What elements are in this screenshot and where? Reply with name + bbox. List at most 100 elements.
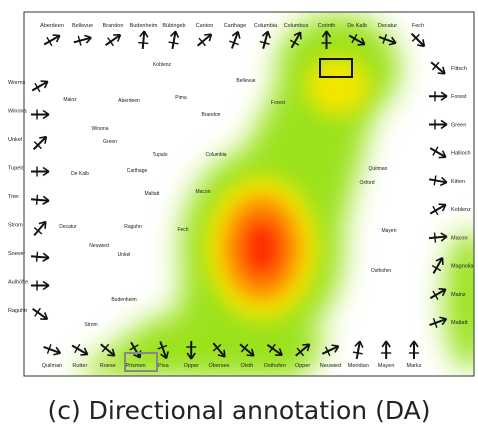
anchor-label-left-trier: Trier bbox=[8, 194, 19, 200]
anchor-arrow-right-kitten bbox=[428, 175, 448, 187]
anchor-label-bottom-opper-5: Opper bbox=[184, 363, 199, 369]
interior-label-forest-5: Forest bbox=[271, 100, 286, 106]
anchor-arrow-left-winona bbox=[31, 109, 50, 120]
anchor-arrow-left-unkel bbox=[32, 135, 48, 151]
interior-label-oxford-15: Oxford bbox=[359, 180, 374, 186]
anchor-arrow-top-carthage bbox=[229, 30, 241, 49]
figure-caption: (c) Directional annotation (DA) bbox=[47, 396, 431, 425]
anchor-label-right-kitten: Kitten bbox=[451, 179, 465, 185]
anchor-label-bottom-osthofen-8: Osthofen bbox=[264, 363, 286, 369]
anchor-label-top-carthage: Carthage bbox=[224, 23, 247, 29]
interior-label-aberdeen-3: Aberdeen bbox=[118, 98, 140, 104]
interior-label-maltatt-16: Maltatt bbox=[144, 191, 160, 197]
anchor-label-left-winona: Winona bbox=[8, 109, 28, 115]
interior-label-neuwied-21: Neuwied bbox=[89, 243, 109, 249]
interior-label-unkel-22: Unkel bbox=[118, 252, 131, 258]
interior-label-green-8: Green bbox=[103, 139, 117, 145]
anchor-arrow-bottom-meridian-11 bbox=[352, 340, 364, 360]
anchor-label-top-columbus: Columbus bbox=[284, 23, 309, 29]
interior-label-macon-14: Macon bbox=[195, 189, 210, 195]
anchor-arrow-right-mainz bbox=[429, 288, 447, 300]
anchor-label-left-soever: Soever bbox=[8, 251, 26, 257]
anchor-label-left-tupelo: Tupelo bbox=[8, 166, 25, 172]
interior-label-koblenz-0: Koblenz bbox=[153, 62, 172, 68]
anchor-label-top-aberdeen: Aberdeen bbox=[40, 23, 64, 29]
anchor-label-right-forest: Forest bbox=[451, 94, 467, 100]
anchor-arrow-left-trier bbox=[30, 194, 50, 205]
anchor-label-left-worms: Worms bbox=[8, 80, 26, 86]
anchor-label-right-green: Green bbox=[451, 122, 466, 128]
anchor-arrow-top-brandon bbox=[105, 34, 122, 47]
anchor-label-top-budenheim: Budenheim bbox=[130, 23, 158, 29]
interior-label-osthofen-23: Osthofen bbox=[371, 268, 392, 274]
interior-label-tupalo-9: Tupalo bbox=[152, 152, 167, 158]
anchor-label-top-de-kalb: De Kalb bbox=[347, 23, 367, 29]
anchor-arrow-right-green bbox=[429, 119, 448, 130]
anchor-label-bottom-opper-9: Opper bbox=[295, 363, 310, 369]
anchor-arrow-bottom-roese-2 bbox=[100, 343, 116, 357]
heat-yellow-upper bbox=[306, 56, 370, 116]
heat-red-peak bbox=[240, 216, 284, 280]
anchor-arrow-bottom-obersee-6 bbox=[212, 342, 226, 358]
anchor-arrow-bottom-pisa-4 bbox=[157, 341, 169, 360]
anchor-arrow-top-aberdeen bbox=[43, 34, 61, 47]
anchor-arrow-bottom-osthofen-8 bbox=[266, 343, 283, 356]
anchor-label-bottom-prismen-3: Prismen bbox=[125, 363, 145, 369]
anchor-arrow-top-decatur bbox=[378, 34, 397, 46]
anchor-label-bottom-pisa-4: Pisa bbox=[158, 363, 170, 369]
anchor-label-bottom-olsth-7: Olsth bbox=[241, 363, 254, 369]
anchor-label-right-maltatt: Maltatt bbox=[451, 320, 468, 326]
anchor-arrow-top-columbus bbox=[289, 31, 302, 49]
anchor-arrow-right-koblenz bbox=[429, 203, 447, 216]
interior-label-de-kalb-12: De Kalb bbox=[71, 171, 89, 177]
anchor-label-top-b-bingeb: Bübingeb bbox=[162, 23, 185, 29]
anchor-label-bottom-rutter-1: Rutter bbox=[72, 363, 87, 369]
anchor-label-right-macon: Macon bbox=[451, 235, 468, 241]
anchor-label-right-hallioch: Hallioch bbox=[451, 151, 471, 157]
anchor-arrow-right-flitsch bbox=[430, 61, 446, 75]
interior-label-quitman-11: Quitman bbox=[369, 166, 388, 172]
boundary-anchors: Aberdeen Bellevue Brandon Budenheim Bübingeb… bbox=[8, 23, 474, 369]
heat-blob-right-edge bbox=[444, 230, 474, 370]
anchor-arrow-top-de-kalb bbox=[348, 33, 366, 46]
anchor-arrow-right-forest bbox=[429, 91, 448, 102]
anchor-label-right-mainz: Mainz bbox=[451, 292, 466, 298]
anchor-arrow-bottom-prismen-3 bbox=[129, 341, 142, 359]
interior-label-pima-4: Pima bbox=[175, 95, 187, 101]
anchor-label-bottom-quilman-0: Quilman bbox=[42, 363, 62, 369]
interior-label-mainz-2: Mainz bbox=[63, 97, 77, 103]
anchor-label-top-decatur: Decatur bbox=[378, 23, 397, 29]
anchor-arrow-top-canton bbox=[196, 33, 213, 47]
anchor-label-bottom-marks-13: Marks bbox=[407, 363, 422, 369]
anchor-arrow-top-bellevue bbox=[73, 34, 92, 46]
anchor-arrow-right-macon bbox=[428, 232, 448, 243]
anchor-arrow-bottom-rutter-1 bbox=[71, 343, 89, 356]
anchor-label-top-canton: Canton bbox=[196, 23, 214, 29]
interior-label-carthage-13: Carthage bbox=[127, 168, 148, 174]
anchor-label-top-fech: Fech bbox=[412, 23, 424, 29]
anchor-label-left-strom: Strom bbox=[8, 223, 23, 229]
interior-label-brandon-6: Brandon bbox=[202, 112, 221, 118]
anchor-arrow-top-budenheim bbox=[138, 30, 149, 50]
anchor-label-right-flitsch: Flitsch bbox=[451, 66, 467, 72]
anchor-arrow-top-columbia bbox=[259, 30, 271, 49]
anchor-label-bottom-neuwied-10: Neuwied bbox=[320, 363, 341, 369]
highlight-box-primary bbox=[319, 58, 353, 78]
interior-label-mayen-20: Mayen bbox=[381, 228, 396, 234]
interior-label-strom-25: Strom bbox=[84, 322, 97, 328]
anchor-label-top-columbia: Columbia bbox=[254, 23, 278, 29]
anchor-label-bottom-obersee-6: Obersee bbox=[209, 363, 230, 369]
anchor-label-left-aulh-fte: Aulhöfte bbox=[8, 280, 28, 286]
interior-label-fech-19: Fech bbox=[177, 227, 188, 233]
anchor-arrow-top-corinth bbox=[321, 30, 332, 49]
anchor-arrow-left-soever bbox=[30, 251, 50, 262]
attention-heatmap bbox=[72, 14, 474, 376]
anchor-label-bottom-meridian-11: Meridian bbox=[348, 363, 369, 369]
anchor-arrow-bottom-olsth-7 bbox=[239, 343, 255, 357]
anchor-label-bottom-mayen-12: Mayen bbox=[378, 363, 395, 369]
anchor-label-left-unkel: Unkel bbox=[8, 137, 22, 143]
anchor-arrow-right-hallioch bbox=[429, 146, 447, 159]
anchor-label-top-brandon: Brandon bbox=[103, 23, 124, 29]
interior-label-columbia-10: Columbia bbox=[205, 152, 226, 158]
anchor-arrow-bottom-opper-5 bbox=[186, 341, 197, 360]
